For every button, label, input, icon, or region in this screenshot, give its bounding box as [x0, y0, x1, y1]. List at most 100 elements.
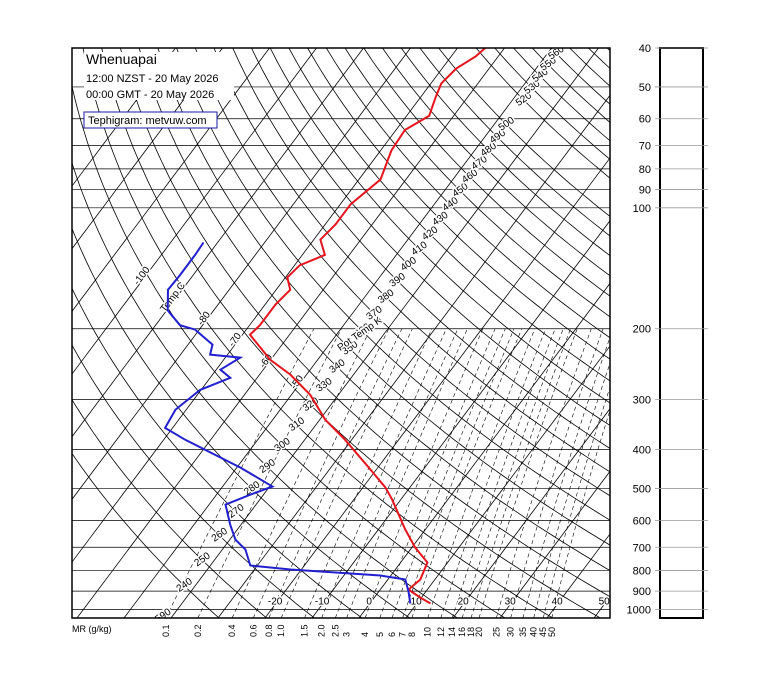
mixing-ratio-line: [165, 328, 315, 618]
mixing-ratio-line: [364, 328, 483, 618]
title-backdrop: [84, 52, 234, 100]
mixing-ratio-label: 4: [360, 632, 370, 637]
mixing-ratio-line: [496, 328, 592, 618]
dry-adiabat: [157, 48, 610, 546]
isotherm: [170, 48, 599, 618]
dry-adiabat: [344, 48, 610, 318]
dry-adiabat: [382, 48, 610, 277]
pressure-tick-label: 60: [639, 114, 651, 126]
isotherm: [72, 48, 176, 187]
sounding-profile: [163, 241, 412, 604]
overlay: Whenuapai 12:00 NZST - 20 May 2026 00:00…: [71, 43, 708, 637]
dry-adiabat: [325, 48, 610, 339]
mixing-ratio-line: [304, 328, 433, 618]
mixing-ratio-label: 16: [457, 627, 467, 637]
mixing-ratio-line: [542, 386, 610, 618]
mixing-ratio-label: 5: [375, 632, 385, 637]
dry-adiabat: [176, 48, 610, 521]
mixing-ratio-label: 0.8: [264, 624, 274, 637]
isotherm-label: 20: [458, 596, 470, 607]
plot-frame: [71, 47, 611, 619]
dry-adiabat: [400, 48, 610, 257]
dry-adiabat: [72, 227, 410, 618]
mixing-ratio-label: 35: [518, 627, 528, 637]
mixing-ratio-line: [335, 328, 459, 618]
mixing-ratio-line: [522, 336, 610, 618]
mixing-ratio-line: [451, 328, 556, 618]
isotherm: [72, 48, 411, 500]
mixing-ratio-line: [231, 328, 371, 618]
sounding-profile: [248, 48, 486, 605]
pressure-tick-label: 900: [633, 586, 651, 598]
isotherm: [217, 94, 610, 618]
mixing-ratio-line: [533, 362, 610, 618]
pressure-tick-label: 500: [633, 484, 651, 496]
dry-adiabat: [363, 48, 610, 297]
mixing-ratio-line: [379, 328, 496, 618]
isotherm: [264, 157, 610, 618]
dry-adiabat: [494, 48, 610, 160]
mixing-ratio-label: 1.0: [276, 624, 286, 637]
dry-adiabat: [72, 398, 267, 618]
pressure-tick-label: 700: [633, 542, 651, 554]
dry-adiabat: [138, 48, 610, 572]
dry-adiabat: [72, 344, 315, 618]
isotherm: [405, 345, 610, 618]
mixing-ratio-label: 25: [491, 627, 501, 637]
dry-adiabat: [251, 48, 610, 426]
isotherm: [72, 48, 270, 312]
source: Tephigram: metvuw.com: [88, 115, 207, 127]
pressure-tick-label: 50: [639, 82, 651, 94]
isotherm: [72, 48, 458, 563]
mixing-ratio-label: 1.5: [300, 624, 310, 637]
mixing-ratio-label: 7: [398, 632, 408, 637]
mixing-ratio-line: [402, 328, 515, 618]
mixing-ratio-label: 45: [538, 627, 548, 637]
dry-adiabat: [72, 452, 220, 618]
mixing-ratio-line: [391, 328, 506, 618]
mixing-ratio-label: 8: [407, 632, 417, 637]
isotherm: [72, 48, 364, 438]
pressure-tick-label: 800: [633, 566, 651, 578]
mixing-ratio-title: MR (g/kg): [72, 624, 112, 634]
dry-adiabat: [213, 48, 610, 473]
isotherm: [123, 48, 552, 618]
mixing-ratio-line: [510, 328, 604, 618]
subtitle: 00:00 GMT - 20 May 2026: [86, 89, 214, 101]
pressure-tick-label: 100: [633, 203, 651, 215]
subtitle: 12:00 NZST - 20 May 2026: [86, 73, 218, 85]
mixing-ratio-line: [253, 328, 389, 618]
mixing-ratio-label: 40: [529, 627, 539, 637]
mixing-ratio-label: 0.2: [193, 624, 203, 637]
mixing-ratio-line: [411, 328, 522, 618]
pressure-tick-label: 300: [633, 394, 651, 406]
mixing-ratio-label: 20: [474, 627, 484, 637]
mixing-ratio-line: [321, 328, 447, 618]
mixing-ratio-line: [478, 328, 578, 618]
pressure-tick-label: 90: [639, 184, 651, 196]
mixing-ratio-label: 2.5: [330, 624, 340, 637]
dry-adiabat: [269, 48, 610, 404]
isotherm: [72, 48, 317, 375]
isotherm: [76, 48, 505, 618]
isotherm-label: 30: [505, 596, 517, 607]
dry-adiabat: [232, 48, 610, 449]
dry-adiabat: [307, 48, 610, 360]
isotherm: [452, 408, 610, 618]
mixing-ratio-label: 2.0: [317, 624, 327, 637]
dry-adiabat: [72, 161, 458, 618]
mixing-ratio-label: 0.6: [248, 624, 258, 637]
isotherm-label: -10: [315, 596, 330, 607]
isotherm-label: 40: [552, 596, 564, 607]
pressure-tick-label: 200: [633, 324, 651, 336]
mixing-ratio-line: [470, 328, 571, 618]
dry-adiabat: [475, 48, 610, 179]
dry-adiabat: [438, 48, 610, 217]
mixing-ratio-label: 6: [387, 632, 397, 637]
mixing-ratio-label: 0.1: [161, 624, 171, 637]
dry-adiabat: [72, 287, 363, 618]
pressure-tick-label: 40: [639, 43, 651, 55]
dry-adiabat: [120, 48, 610, 598]
mixing-ratio-label: 0.4: [227, 624, 237, 637]
